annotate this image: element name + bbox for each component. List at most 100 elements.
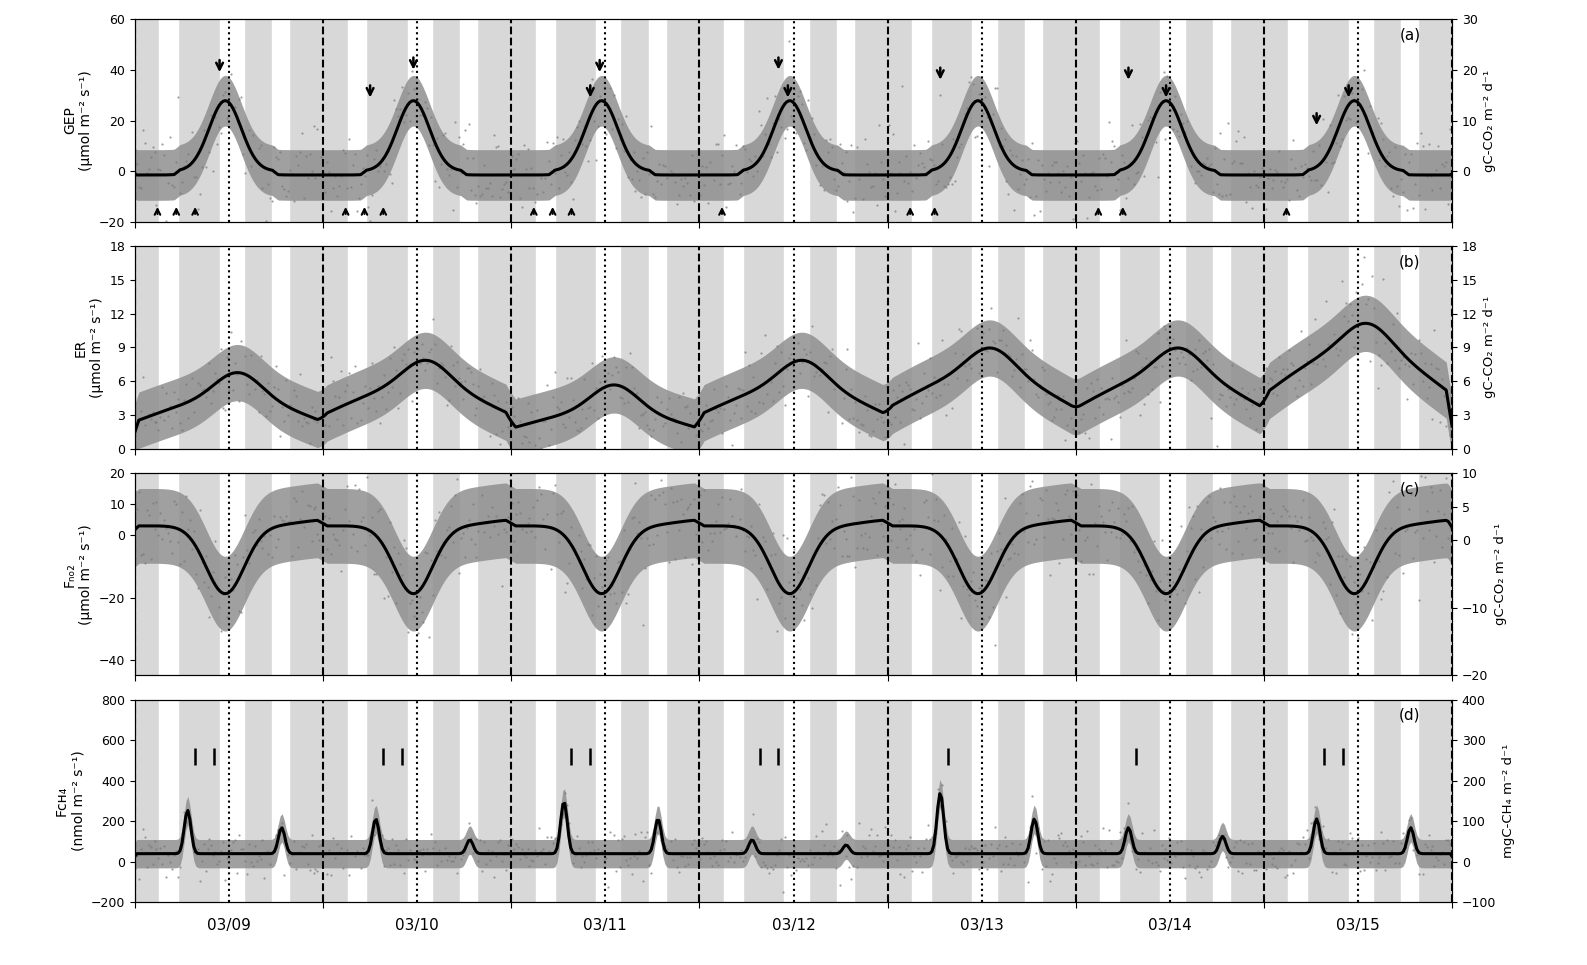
Point <box>960 347 986 363</box>
Point <box>535 377 560 393</box>
Point <box>1028 156 1054 172</box>
Point <box>390 533 416 548</box>
Point <box>1057 509 1082 524</box>
Point <box>1320 338 1346 353</box>
Bar <box>973 473 997 676</box>
Point <box>800 318 825 334</box>
Point <box>724 529 749 544</box>
Point <box>1293 532 1319 547</box>
Point <box>1409 530 1435 545</box>
Point <box>662 831 687 846</box>
Point <box>1173 870 1198 886</box>
Point <box>882 204 908 219</box>
Point <box>635 417 660 432</box>
Point <box>717 412 743 427</box>
Point <box>906 157 932 173</box>
Point <box>594 553 619 568</box>
Bar <box>1160 19 1185 222</box>
Point <box>1376 331 1401 346</box>
Point <box>544 400 570 415</box>
Point <box>1181 149 1206 164</box>
Point <box>514 841 540 856</box>
Point <box>670 507 695 522</box>
Point <box>1205 438 1230 454</box>
Point <box>336 868 362 883</box>
Point <box>1176 139 1201 154</box>
Point <box>198 838 224 853</box>
Point <box>981 599 1006 615</box>
Point <box>1281 865 1306 880</box>
Bar <box>1401 473 1419 676</box>
Point <box>465 853 490 869</box>
Point <box>1408 844 1433 860</box>
Point <box>767 111 792 126</box>
Point <box>697 525 722 540</box>
Point <box>1041 154 1066 170</box>
Point <box>954 100 979 116</box>
Point <box>124 501 149 516</box>
Point <box>1266 543 1292 559</box>
Point <box>302 118 327 133</box>
Bar <box>159 19 178 222</box>
Point <box>697 850 722 866</box>
Point <box>229 841 254 857</box>
Point <box>760 526 786 541</box>
Point <box>1149 532 1174 547</box>
Point <box>1433 153 1458 169</box>
Point <box>1298 376 1324 392</box>
Point <box>595 365 621 380</box>
Point <box>614 169 640 184</box>
Point <box>846 815 871 831</box>
Point <box>263 358 289 373</box>
Point <box>1314 153 1339 169</box>
Point <box>568 131 594 147</box>
Point <box>1268 365 1293 380</box>
Point <box>1185 865 1211 880</box>
Point <box>613 359 638 374</box>
Point <box>528 440 554 455</box>
Point <box>263 827 289 842</box>
Point <box>689 423 714 438</box>
Point <box>1233 856 1258 871</box>
Point <box>275 183 300 199</box>
Point <box>1173 594 1198 610</box>
Point <box>270 400 295 415</box>
Point <box>854 401 879 417</box>
Point <box>668 491 694 507</box>
Point <box>1173 356 1198 372</box>
Point <box>1163 88 1189 103</box>
Point <box>911 365 936 380</box>
Point <box>1436 197 1462 212</box>
Point <box>1241 381 1266 397</box>
Point <box>470 186 495 202</box>
Point <box>530 841 555 857</box>
Point <box>1255 375 1281 391</box>
Point <box>560 392 586 407</box>
Point <box>574 411 600 427</box>
Point <box>982 819 1008 835</box>
Point <box>798 586 824 601</box>
Point <box>200 383 225 399</box>
Point <box>925 173 951 188</box>
Point <box>1279 520 1305 536</box>
Point <box>322 531 348 546</box>
Point <box>167 859 192 874</box>
Point <box>1260 505 1285 520</box>
Text: 03/14: 03/14 <box>1147 919 1192 933</box>
Point <box>321 373 346 389</box>
Point <box>1000 148 1025 163</box>
Point <box>1293 822 1319 838</box>
Point <box>162 179 187 195</box>
Point <box>703 513 728 529</box>
Point <box>1032 363 1057 378</box>
Point <box>621 380 646 396</box>
Point <box>287 844 313 860</box>
Point <box>890 383 916 399</box>
Point <box>713 520 738 536</box>
Point <box>1368 357 1393 372</box>
Point <box>1076 566 1101 582</box>
Point <box>771 397 797 412</box>
Point <box>832 390 857 405</box>
Point <box>790 96 816 112</box>
Point <box>1257 846 1282 862</box>
